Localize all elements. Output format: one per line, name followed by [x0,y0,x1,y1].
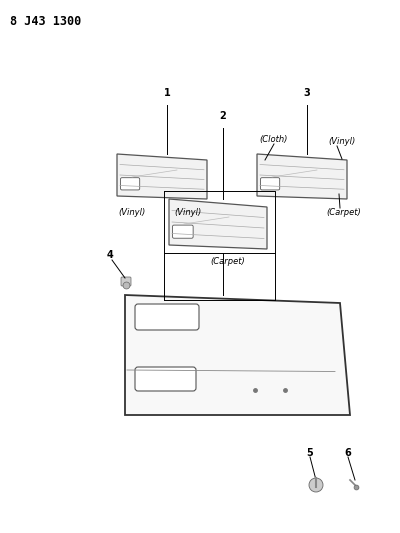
Text: 8 J43 1300: 8 J43 1300 [10,15,81,28]
Circle shape [309,478,323,492]
FancyBboxPatch shape [260,177,280,190]
Text: (Vinyl): (Vinyl) [174,208,202,217]
FancyBboxPatch shape [135,304,199,330]
FancyBboxPatch shape [172,225,193,238]
Text: 6: 6 [345,448,351,458]
Text: (Carpet): (Carpet) [211,257,245,266]
FancyBboxPatch shape [120,177,140,190]
Polygon shape [125,295,350,415]
Text: 4: 4 [107,250,113,260]
Text: (Carpet): (Carpet) [327,208,361,217]
Polygon shape [257,154,347,199]
Text: 1: 1 [164,88,170,98]
Polygon shape [117,154,207,199]
Text: (Vinyl): (Vinyl) [118,208,146,217]
Text: 5: 5 [307,448,313,458]
Text: 2: 2 [220,111,226,121]
Text: (Cloth): (Cloth) [260,135,288,144]
FancyBboxPatch shape [121,277,131,286]
Text: 3: 3 [304,88,310,98]
Text: (Vinyl): (Vinyl) [328,137,356,146]
Polygon shape [169,199,267,249]
FancyBboxPatch shape [135,367,196,391]
